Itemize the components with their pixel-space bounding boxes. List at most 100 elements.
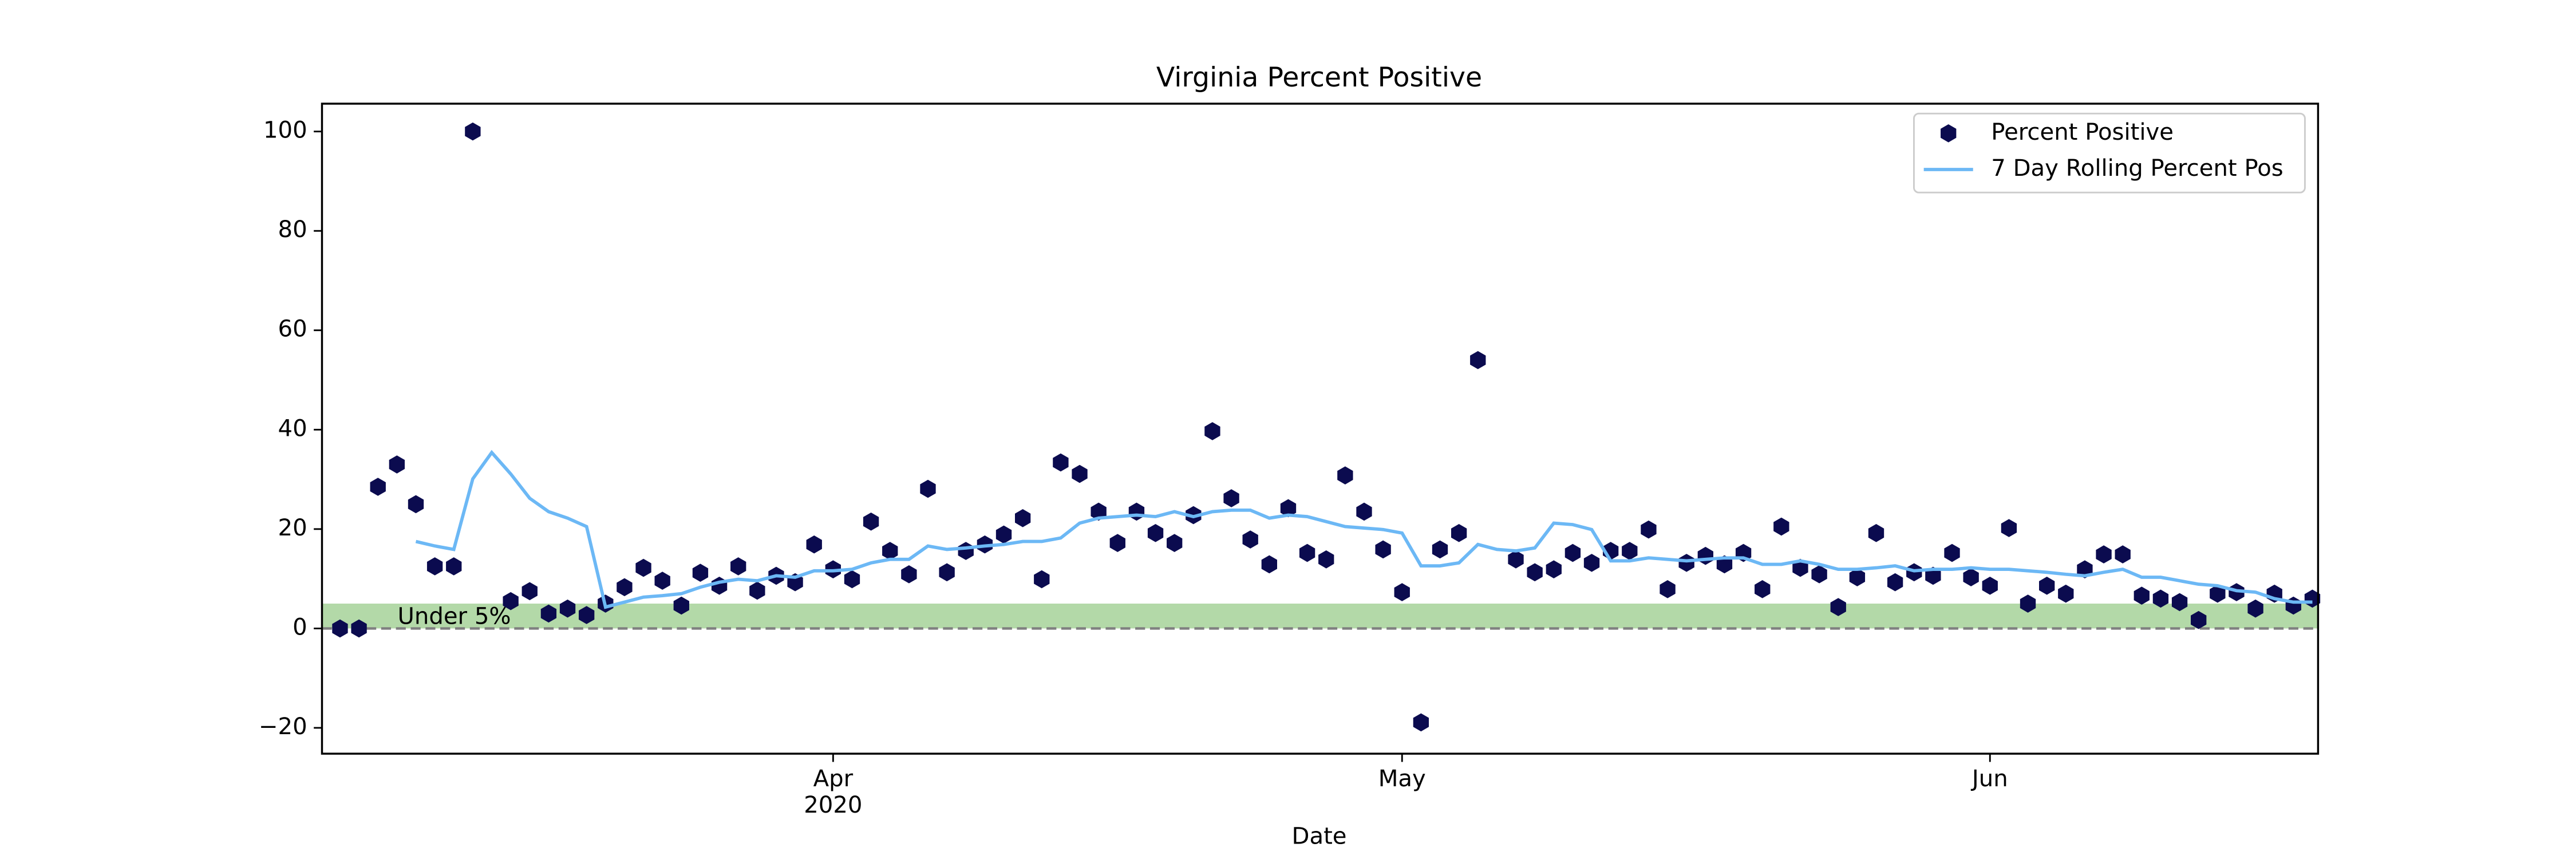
y-tick-label: 80 [278,216,307,243]
data-point [1470,351,1486,369]
data-point [1773,517,1789,536]
data-point [1641,520,1657,539]
data-point [1318,550,1334,569]
data-point [1697,546,1713,565]
data-point [1109,534,1125,552]
data-point [1849,568,1866,586]
data-point [1678,554,1694,572]
data-point [749,581,765,600]
y-tick-label: 0 [293,614,307,640]
data-point [1375,540,1391,559]
y-tick-label: −20 [259,714,307,740]
legend-marker [1941,124,1957,143]
data-point [2191,610,2207,629]
x-tick-label: Jun [1970,766,2008,792]
data-point [1128,502,1145,521]
data-point [1868,524,1884,542]
data-point [1944,543,1960,562]
data-point [1413,713,1429,732]
y-tick-label: 60 [278,316,307,342]
data-point [673,596,689,615]
data-point [1622,542,1638,560]
data-point [465,122,481,141]
data-point [389,455,405,474]
band-label: Under 5% [398,604,511,630]
data-point [540,604,557,623]
data-point [503,592,519,610]
data-point [1887,573,1903,592]
data-point [1394,583,1410,601]
data-point [995,525,1012,544]
data-point [578,606,595,624]
tick-label-line: Jun [1970,766,2008,792]
data-point [1755,580,1771,598]
data-point [1280,499,1297,518]
data-point [1034,570,1050,589]
data-point [1356,502,1372,521]
data-point [559,599,576,618]
data-point [1072,464,1088,483]
data-point [1660,580,1676,598]
data-point [1982,576,1998,595]
data-point [1337,466,1353,484]
data-point [1583,554,1600,572]
data-point [635,558,651,577]
x-axis-label: Date [1292,823,1347,850]
data-point [1451,524,1467,542]
legend-label: 7 Day Rolling Percent Pos [1991,155,2283,182]
data-point [1564,543,1581,562]
data-point [2039,576,2055,595]
data-point [654,572,670,590]
data-point [958,542,974,560]
y-tick-label: 100 [263,117,307,144]
data-point [2171,593,2188,612]
data-point [2152,589,2169,608]
rolling-line [415,450,2313,609]
data-point [1527,563,1543,582]
data-point [2247,599,2263,618]
data-point [446,557,462,576]
tick-label-line: May [1378,766,1426,792]
data-point [617,578,633,597]
data-point [1053,453,1069,472]
data-point [1014,509,1031,527]
data-point [882,542,898,560]
data-point [2058,584,2074,603]
data-point [1792,558,1808,577]
data-point [1546,560,1562,578]
x-tick-label: May [1378,766,1426,792]
data-point [351,619,367,638]
data-point [1147,524,1164,542]
data-point [692,564,709,582]
data-point [2134,586,2150,605]
legend-box [1913,112,2306,194]
data-point [1811,565,1827,584]
data-point [1963,568,1979,586]
legend-label: Percent Positive [1991,119,2174,145]
data-point [521,582,538,601]
data-point [901,565,917,584]
x-tick-label: Apr 2020 [804,766,862,818]
data-point [2096,545,2112,564]
y-tick-label: 20 [278,515,307,541]
data-point [370,478,386,496]
data-point [806,535,822,554]
chart-title: Virginia Percent Positive [1156,62,1482,93]
data-point [1242,530,1258,549]
threshold-band [322,604,2318,629]
data-point [1508,550,1524,569]
data-point [2115,545,2131,564]
data-point [920,479,936,498]
data-point [1432,540,1448,559]
data-point [2020,594,2036,613]
tick-label-line: 2020 [804,792,862,818]
data-point [408,495,424,514]
plot-frame [321,103,2320,755]
data-point [426,557,443,576]
data-point [1204,422,1220,440]
data-point [332,619,348,638]
data-point [1299,543,1315,562]
data-point [711,576,728,595]
